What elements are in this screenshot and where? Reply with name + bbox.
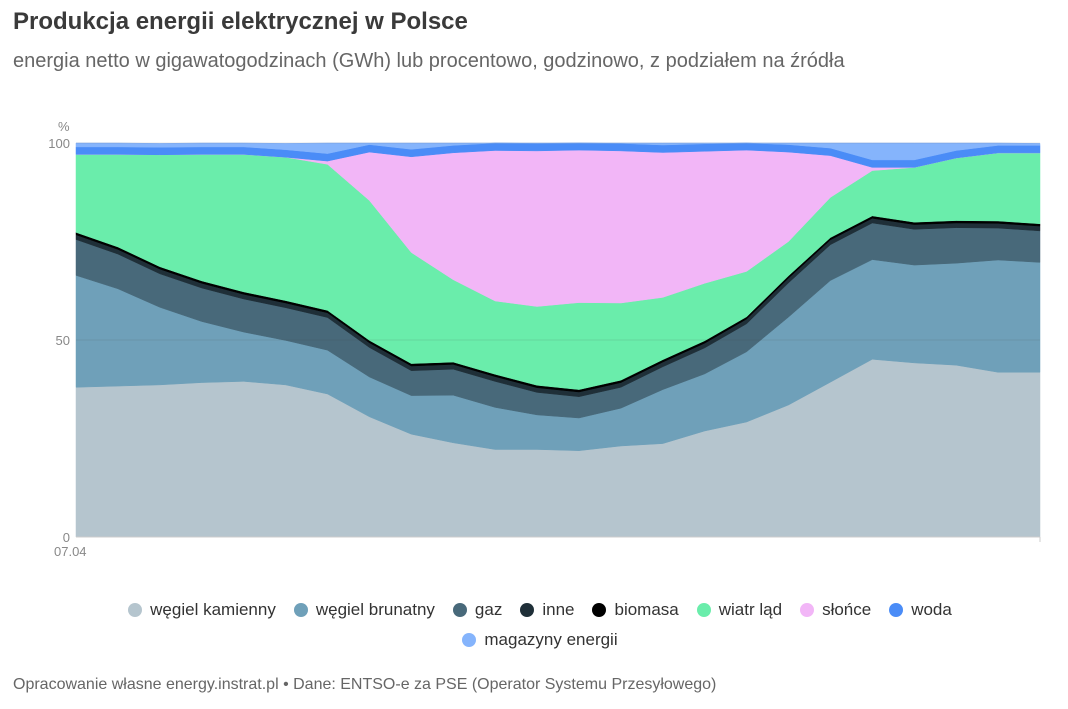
chart-areas — [75, 142, 1041, 538]
legend-item-3[interactable]: inne — [520, 598, 574, 622]
area-series-8 — [75, 142, 1041, 161]
y-tick-label-100: 100 — [48, 136, 70, 151]
chart-tick-labels: 0 50 100 07.04 — [48, 136, 86, 559]
stacked-area-chart: % 0 50 100 07.04 — [48, 119, 1041, 559]
legend-label: gaz — [474, 600, 503, 619]
chart-title: Produkcja energii elektrycznej w Polsce — [13, 8, 468, 35]
legend-label: słońce — [822, 600, 872, 619]
chart-gridlines — [76, 142, 1040, 341]
source-note: Opracowanie własne energy.instrat.pl • D… — [13, 676, 717, 693]
legend-label: węgiel brunatny — [315, 600, 435, 619]
legend-swatch-icon — [592, 603, 607, 617]
legend-item-1[interactable]: węgiel brunatny — [293, 598, 435, 622]
legend-label: woda — [911, 600, 952, 619]
y-tick-label-0: 0 — [63, 530, 70, 545]
legend-swatch-icon — [452, 603, 467, 617]
chart-subtitle: energia netto w gigawatogodzinach (GWh) … — [13, 50, 845, 72]
x-tick-label-0: 07.04 — [54, 544, 87, 559]
legend-swatch-icon — [889, 603, 904, 617]
legend-item-6[interactable]: słońce — [800, 598, 871, 622]
legend-label: inne — [542, 600, 575, 619]
legend-swatch-icon — [293, 603, 308, 617]
legend-label: magazyny energii — [484, 630, 618, 649]
legend-label: wiatr ląd — [718, 600, 783, 619]
legend-item-7[interactable]: woda — [889, 598, 952, 622]
legend-label: biomasa — [614, 600, 679, 619]
legend-item-8[interactable]: magazyny energii — [462, 628, 618, 652]
y-tick-label-50: 50 — [56, 333, 70, 348]
legend-item-4[interactable]: biomasa — [592, 598, 679, 622]
legend-swatch-icon — [128, 603, 143, 617]
legend-item-5[interactable]: wiatr ląd — [696, 598, 783, 622]
chart-legend: węgiel kamienny węgiel brunatny gaz inne bio… — [40, 598, 1040, 652]
legend-item-0[interactable]: węgiel kamienny — [128, 598, 276, 622]
legend-swatch-icon — [696, 603, 711, 617]
legend-swatch-icon — [520, 603, 535, 617]
legend-swatch-icon — [800, 603, 815, 617]
legend-label: węgiel kamienny — [150, 600, 276, 619]
legend-item-2[interactable]: gaz — [452, 598, 503, 622]
legend-swatch-icon — [462, 633, 477, 647]
chart-axis: % — [58, 119, 1041, 542]
y-axis-unit-label: % — [58, 119, 70, 134]
